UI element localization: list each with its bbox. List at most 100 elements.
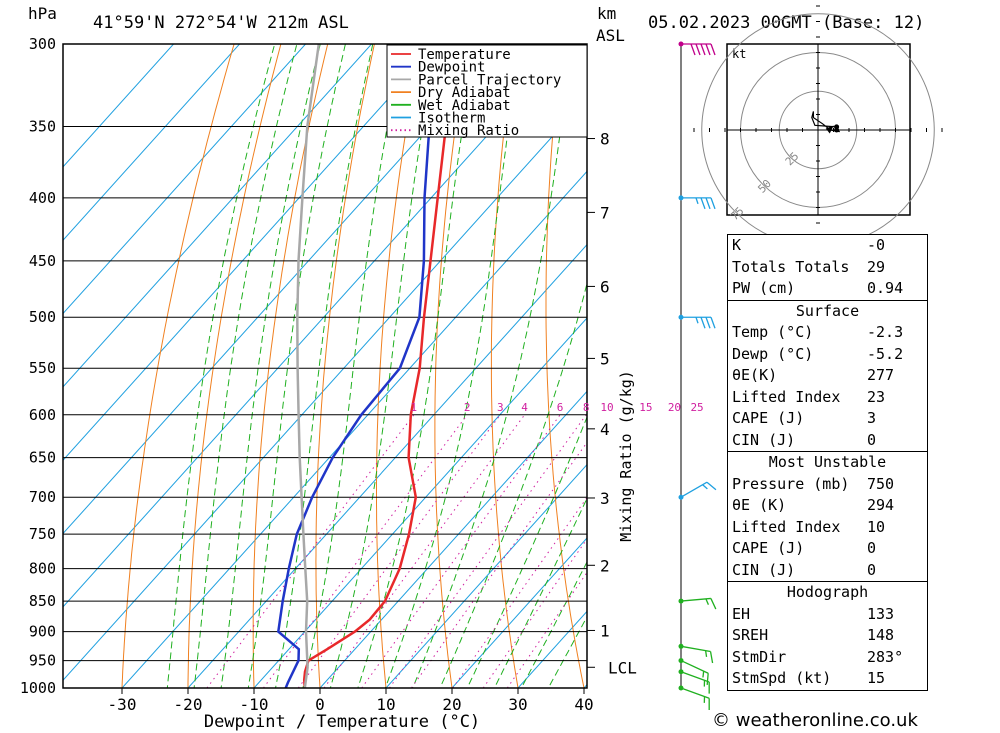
index-row: K -0 (728, 235, 927, 257)
pressure-tick-label: 750 (29, 525, 56, 543)
x-tick-label: 20 (442, 695, 461, 714)
index-row: Totals Totals 29 (728, 257, 927, 279)
wind-barb-flag (700, 43, 706, 56)
pressure-tick-label: 800 (29, 560, 56, 578)
parcel-trajectory-profile (296, 44, 321, 688)
km-tick-label: 3 (600, 489, 610, 508)
most-unstable-row: θE (K) 294 (728, 495, 927, 517)
wind-barb (678, 669, 710, 694)
isotherm-line (385, 463, 587, 688)
isotherm-line (253, 317, 587, 688)
wind-barb-flag (700, 317, 706, 329)
pressure-tick-label: 1000 (20, 679, 56, 697)
isotherm-line (451, 537, 587, 688)
hodograph-stat-value: 133 (867, 604, 895, 623)
dewpoint-profile (276, 44, 439, 688)
legend-label: Dry Adiabat (418, 85, 511, 101)
isotherm-line (121, 170, 587, 688)
wind-barb (678, 314, 716, 329)
wet-adiabat-line (493, 497, 587, 688)
x-tick-label: 30 (508, 695, 527, 714)
pressure-tick-label: 350 (29, 117, 56, 135)
legend-box (386, 44, 588, 138)
mixing-ratio-line (297, 414, 501, 688)
mixing-ratio-label: 6 (557, 401, 564, 414)
wind-barb-half-flag (705, 598, 710, 605)
mixing-ratio-label: 15 (639, 401, 652, 414)
wind-barb-flag (705, 317, 711, 329)
most-unstable-label: Lifted Index (732, 517, 841, 536)
pressure-tick-label: 500 (29, 308, 56, 326)
legend-label: Temperature (418, 47, 511, 63)
legend-label: Isotherm (418, 111, 485, 127)
surface-row: θE(K) 277 (728, 365, 927, 387)
isotherm-line (63, 44, 307, 315)
wind-barb-flag (710, 197, 716, 210)
mixing-ratio-label: 10 (600, 401, 613, 414)
wind-barb-flag (690, 43, 696, 56)
surface-label: Lifted Index (732, 387, 841, 406)
dry-adiabat-line (252, 44, 329, 688)
wind-barb-flag (705, 43, 711, 56)
plot-frame (62, 43, 588, 689)
mixing-ratio-line (452, 496, 587, 688)
wind-barb-flag (706, 481, 717, 491)
km-tick-label: 1 (600, 621, 610, 640)
wind-barb (678, 597, 717, 610)
wind-barb (678, 685, 710, 710)
hodograph-stat-row: StmDir 283° (728, 647, 927, 669)
wet-adiabat-line (274, 44, 374, 688)
km-tick-label: 5 (600, 349, 610, 368)
most-unstable-value: 294 (867, 496, 895, 514)
wind-barb (678, 481, 717, 500)
mixing-ratio-axis-label: Mixing Ratio (g/kg) (617, 370, 635, 542)
isotherm-line (63, 44, 241, 241)
most-unstable-row: Lifted Index 10 (728, 517, 927, 539)
mixing-ratio-line (506, 571, 587, 688)
x-tick-label: -30 (108, 695, 137, 714)
hodograph-stat-label: StmSpd (kt) (732, 669, 832, 687)
isotherm-line (63, 44, 373, 388)
wind-barb-flag (710, 317, 716, 329)
mixing-ratio-label: 20 (668, 401, 681, 414)
wind-barb-half-flag (695, 317, 699, 324)
mixing-ratio-line (388, 414, 587, 688)
wind-barb (678, 643, 714, 664)
km-tick-label: 7 (600, 203, 610, 222)
mixing-ratio-label: 3 (497, 401, 504, 414)
surface-value: -2.3 (867, 323, 904, 341)
most-unstable-value: 0 (867, 560, 877, 579)
surface-label: θE(K) (732, 366, 778, 384)
km-tick-label: 8 (600, 130, 610, 149)
most-unstable-value: 0 (867, 539, 877, 557)
wet-adiabat-line (302, 44, 404, 688)
location-title: 41°59'N 272°54'W 212m ASL (93, 13, 349, 33)
pressure-tick-label: 400 (29, 189, 56, 207)
hodograph-stat-row: SREH 148 (728, 625, 927, 647)
hpa-label: hPa (28, 4, 57, 23)
surface-value: 0 (867, 430, 877, 449)
most-unstable-title: Most Unstable (768, 453, 887, 471)
mixing-ratio-line (410, 441, 587, 688)
temperature-profile (302, 44, 462, 688)
surface-row: Dewp (°C) -5.2 (728, 344, 927, 366)
pressure-tick-label: 300 (29, 35, 56, 53)
surface-row: Lifted Index 23 (728, 387, 927, 409)
wind-barb-flag (695, 43, 701, 56)
wind-barb-half-flag (702, 484, 708, 490)
km-tick-label: LCL (608, 658, 637, 677)
x-tick-label: 40 (574, 695, 593, 714)
wet-adiabat-line (193, 44, 298, 688)
wet-adiabat-line (520, 560, 587, 688)
most-unstable-value: 750 (867, 474, 895, 493)
hodograph-stat-row: StmSpd (kt) 15 (728, 668, 927, 690)
surface-row: Temp (°C) -2.3 (728, 322, 927, 344)
hodograph-stat-value: 283° (867, 647, 904, 666)
most-unstable-label: CIN (J) (732, 560, 796, 579)
index-value: -0 (867, 236, 886, 254)
hodograph-stat-value: 148 (867, 626, 895, 644)
indices-panel: K -0 Totals Totals 29 PW (cm) 0.94 Surface Te… (727, 234, 928, 691)
most-unstable-row: CIN (J) 0 (728, 560, 927, 582)
legend-label: Mixing Ratio (418, 123, 519, 139)
wind-barb-flag (710, 43, 716, 56)
